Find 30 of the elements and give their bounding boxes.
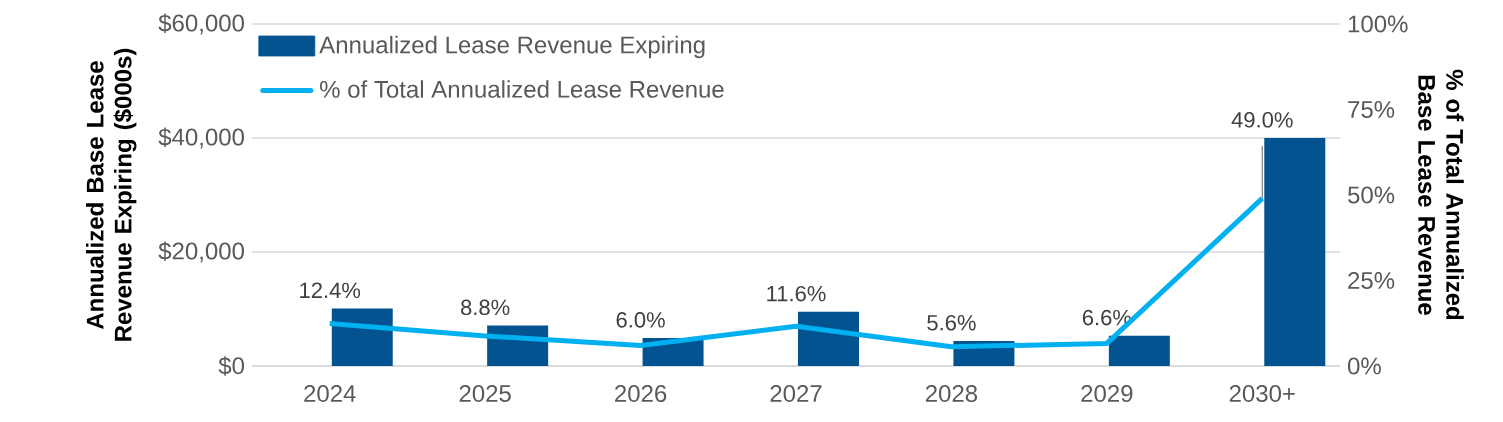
x-tick-label: 2026 — [615, 385, 667, 403]
data-label: 49.0% — [1231, 112, 1293, 128]
y2-tick-label: 0% — [1347, 357, 1381, 375]
y2-tick-label: 50% — [1348, 186, 1395, 204]
x-tick-label: 2029 — [1081, 385, 1133, 403]
bar — [331, 308, 393, 366]
data-label: 5.6% — [927, 314, 976, 331]
y2-axis-title: % of Total Annualized Base Lease Revenue — [1418, 69, 1464, 320]
y-tick-label: $60,000 — [158, 13, 245, 35]
y2-tick-label: 100% — [1348, 15, 1408, 33]
data-label: 6.0% — [616, 312, 665, 328]
x-tick-label: 2027 — [770, 385, 822, 403]
x-tick-label: 2025 — [459, 385, 511, 403]
bar — [1264, 138, 1326, 366]
data-label: 12.4% — [300, 282, 361, 299]
x-tick-label: 2024 — [304, 385, 356, 403]
bar — [798, 311, 859, 366]
y-axis-title: Annualized Base Lease Revenue Expiring ($000s) — [86, 48, 137, 341]
legend-label: Annualized Lease Revenue Expiring — [319, 35, 705, 59]
y-tick-label: $20,000 — [158, 241, 245, 263]
data-label: 8.8% — [461, 299, 510, 316]
bar — [1108, 335, 1170, 366]
legend-label: % of Total Annualized Lease Revenue — [320, 80, 724, 98]
data-label: 11.6% — [767, 285, 826, 302]
x-tick-label: 2028 — [925, 385, 978, 403]
y2-tick-label: 75% — [1348, 101, 1395, 118]
x-tick-label: 2030+ — [1229, 385, 1295, 403]
y-tick-label: $0 — [218, 356, 245, 376]
y-tick-label: $40,000 — [158, 127, 245, 149]
y2-tick-label: 25% — [1348, 272, 1395, 289]
